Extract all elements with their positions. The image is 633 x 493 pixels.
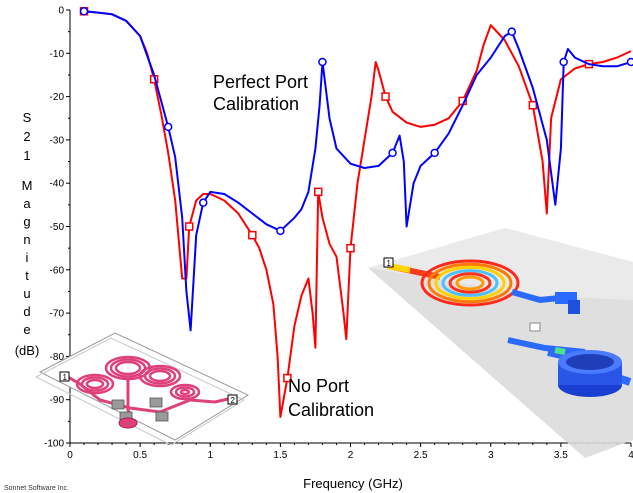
y-tick-label: -80 (50, 352, 65, 363)
y-axis-label-letter: a (23, 196, 31, 211)
port-1b-box (383, 257, 394, 268)
x-tick-label: 0 (67, 450, 73, 461)
right-trace-2 (507, 337, 586, 355)
x-tick-label: 1 (207, 450, 213, 461)
y-tick-label: -70 (50, 309, 65, 320)
annotation-no-port-line1: No Port (288, 376, 349, 396)
capacitor-block (155, 411, 169, 422)
spiral-inductor-ring (169, 383, 201, 401)
x-tick-label: 3 (488, 450, 494, 461)
y-axis-label-letter: 2 (23, 129, 30, 144)
port-2-box (227, 394, 238, 405)
credit-text: Sonnet Software Inc. (4, 485, 69, 492)
x-tick-label: 4 (628, 450, 633, 461)
y-tick-label: -20 (50, 92, 65, 103)
annotation-no-port-line2: Calibration (288, 400, 374, 420)
port-2-label: 2 (231, 396, 236, 405)
spiral-inductor-ring (148, 369, 172, 383)
series-marker-1 (163, 122, 173, 132)
y-axis-label-letter: S (23, 110, 32, 125)
series-marker-1 (507, 27, 517, 36)
current-spiral-ring (455, 275, 485, 291)
capacitor-block (149, 397, 163, 408)
left-trace (67, 375, 229, 414)
x-axis-label: Frequency (GHz) (303, 476, 403, 491)
spiral-inductor-ring (143, 367, 177, 385)
right-substrate-top (368, 228, 633, 300)
y-axis-label-letter: (dB) (15, 343, 40, 358)
x-tick-label: 1.5 (273, 450, 287, 461)
y-axis-label-letter: i (26, 250, 29, 265)
right-gap (529, 322, 541, 332)
series-marker-1 (318, 57, 327, 67)
port-1-label: 1 (63, 373, 68, 382)
spiral-inductor-ring (174, 386, 196, 398)
series-marker-0 (184, 222, 194, 231)
y-axis-label-letter: 1 (23, 148, 30, 163)
spiral-inductor-ring (75, 373, 115, 395)
series-marker-1 (559, 57, 568, 67)
series-marker-1 (198, 198, 208, 207)
port-1b-label: 1 (387, 259, 392, 268)
series-marker-0 (381, 92, 390, 101)
series-marker-0 (346, 243, 355, 253)
y-axis-label-letter: M (22, 178, 33, 193)
series-marker-0 (248, 230, 257, 240)
current-spiral-ring (427, 262, 513, 304)
y-axis-label-letter: g (23, 214, 30, 229)
right-pad-2 (568, 300, 580, 314)
capacitor-block (111, 399, 125, 410)
series-layer (79, 7, 633, 418)
left-board-outline (38, 332, 250, 441)
series-marker-0 (313, 187, 323, 197)
current-spiral-ring (434, 265, 506, 301)
y-tick-label: -60 (50, 265, 65, 276)
series-line-0 (83, 10, 632, 418)
series-marker-0 (528, 101, 538, 110)
series-marker-0 (283, 373, 292, 383)
y-axis-label-letter: u (23, 286, 30, 301)
current-spiral-ring (448, 272, 492, 294)
x-tick-label: 2.5 (414, 450, 428, 461)
spiral-inductor-ring (179, 388, 191, 396)
y-tick-label: -50 (50, 222, 65, 233)
right-trace-1 (511, 289, 561, 304)
series-marker-1 (626, 57, 633, 67)
spiral-inductor-ring (138, 364, 182, 388)
y-tick-label: -100 (44, 439, 64, 450)
y-axis-label-letter: d (23, 304, 30, 319)
x-tick-label: 0.5 (133, 450, 147, 461)
series-marker-1 (276, 226, 285, 236)
annotation-perfect-port-line2: Calibration (213, 94, 299, 114)
y-axis-label-letter: n (23, 232, 30, 247)
y-tick-label: -90 (50, 395, 65, 406)
series-marker-1 (388, 148, 397, 158)
via-pad (118, 417, 138, 429)
current-spiral-ring (420, 259, 520, 307)
series-marker-1 (430, 148, 439, 158)
y-axis-label-letter: t (25, 268, 29, 283)
series-line-1 (83, 10, 632, 332)
circuit-insets: 1 2 1 (34, 228, 633, 458)
y-tick-label: -40 (50, 179, 65, 190)
via-cylinder-hole (566, 354, 614, 370)
annotation-perfect-port-line1: Perfect Port (213, 72, 308, 92)
series-marker-1 (79, 7, 89, 16)
right-trace-hot (554, 347, 566, 355)
spiral-inductor-ring (85, 378, 105, 390)
y-tick-label: -30 (50, 135, 65, 146)
y-tick-label: 0 (58, 6, 64, 17)
port-1-box (59, 371, 70, 382)
x-tick-label: 3.5 (554, 450, 568, 461)
spiral-inductor-ring (114, 360, 142, 376)
x-tick-label: 2 (348, 450, 354, 461)
y-axis-label-letter: e (23, 322, 30, 337)
current-spiral-ring (441, 269, 499, 297)
plot-axes: 0 0.5 1 1.5 2 2.5 3 3.5 4 0 -10 -20 -30 -40 -50 -60 -70 -… (44, 6, 633, 462)
y-tick-label: -10 (50, 49, 65, 60)
